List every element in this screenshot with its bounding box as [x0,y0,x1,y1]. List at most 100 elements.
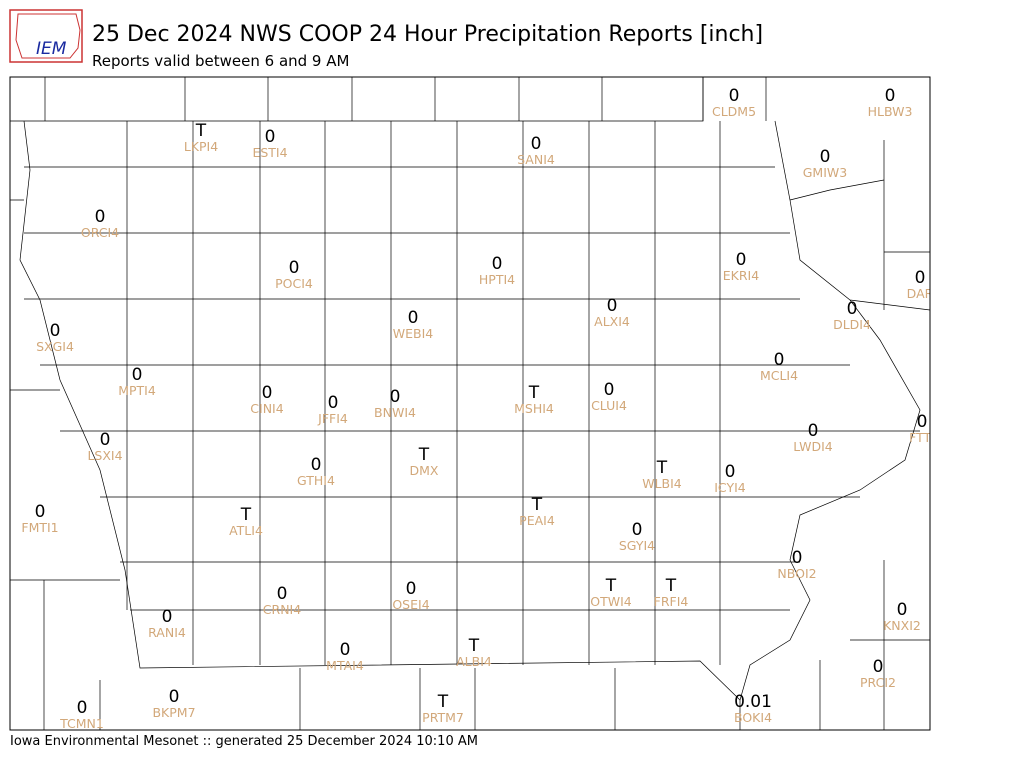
station-id: RANI4 [148,625,186,640]
station-value: 0 [808,421,819,441]
station-value: 0 [604,380,615,400]
station-value: 0 [729,86,740,106]
station-id: SGYI4 [619,538,655,553]
station-value: 0 [289,258,300,278]
station-id: ALBI4 [456,654,492,669]
station-value: 0 [169,687,180,707]
station-id: POCI4 [275,276,313,291]
station-id: BKPM7 [152,705,195,720]
station-id: BNWI4 [374,405,416,420]
station-value: 0 [77,698,88,718]
river-border [739,120,930,730]
station-value: 0 [262,383,273,403]
station-value: 0 [277,584,288,604]
logo: IEM [9,9,83,63]
station-id: SXGI4 [36,339,74,354]
station-id: CLDM5 [712,104,756,119]
station-value: 0 [340,640,351,660]
station-value: 0 [792,548,803,568]
station-value: 0 [390,387,401,407]
station-id: ESTI4 [252,145,287,160]
station-value: 0 [408,308,419,328]
station-id: ATLI4 [229,523,263,538]
station-value: 0 [607,296,618,316]
station-value: 0 [265,127,276,147]
logo-text: IEM [36,39,67,59]
logo-frame [9,9,83,63]
station-value: 0 [820,147,831,167]
station-id: SANI4 [517,152,555,167]
station-value: T [528,383,540,403]
station-id: EKRI4 [723,268,759,283]
station-value: 0 [897,600,908,620]
station-value: 0 [100,430,111,450]
station-value: 0 [632,520,643,540]
logo-shape [15,13,81,59]
station-id: ICYI4 [714,480,746,495]
station-id: LKPI4 [184,139,218,154]
station-id: BOKI4 [734,710,772,725]
station-value: 0 [328,393,339,413]
station-value: T [418,445,430,465]
station-value: 0 [531,134,542,154]
station-id: JFFI4 [317,411,348,426]
station-id: WLBI4 [642,476,682,491]
station-id: DLDI4 [833,317,871,332]
station-value: 0 [95,207,106,227]
station-id: LWDI4 [793,439,832,454]
station-value: 0 [736,250,747,270]
station-id: NBOI2 [777,566,816,581]
station-value: 0 [725,462,736,482]
station-value: 0 [873,657,884,677]
station-id: GMIW3 [803,165,847,180]
station-value: 0.01 [734,692,772,712]
station-id: TCMN1 [59,716,104,731]
station-id: HPTI4 [479,272,515,287]
station-id: PRCI2 [860,675,896,690]
station-value: 0 [162,607,173,627]
station-id: KNXI2 [883,618,921,633]
station-id: ALXI4 [594,314,630,329]
station-id: CLUI4 [591,398,627,413]
station-id: FTTI [909,430,935,445]
station-id: OTWI4 [590,594,632,609]
station-value: 0 [132,365,143,385]
station-value: T [665,576,677,596]
station-id: CRNI4 [263,602,301,617]
station-id: CINI4 [250,401,283,416]
station-value: T [605,576,617,596]
station-value: 0 [492,254,503,274]
frame [9,76,931,731]
state-border [10,77,767,701]
station-value: T [240,505,252,525]
station-id: FMTI1 [21,520,58,535]
station-value: 0 [917,412,928,432]
station-id: HLBW3 [868,104,913,119]
station-value: 0 [406,579,417,599]
county-lines [10,77,930,730]
station-id: GTHI4 [297,473,335,488]
station-value: T [437,692,449,712]
station-value: T [656,458,668,478]
station-id: MTAI4 [326,658,364,673]
station-id: PRTM7 [422,710,464,725]
station-id: DMX [410,463,439,478]
station-value: T [468,636,480,656]
station-value: 0 [847,299,858,319]
station-id: WEBI4 [393,326,434,341]
station-value: 0 [35,502,46,522]
station-id: MPTI4 [118,383,156,398]
station-id: LSXI4 [87,448,122,463]
title: 25 Dec 2024 NWS COOP 24 Hour Precipitati… [92,22,763,47]
station-id: ORCI4 [81,225,119,240]
station-value: 0 [774,350,785,370]
station-id: DAR [907,286,934,301]
station-id: MSHI4 [514,401,554,416]
footer: Iowa Environmental Mesonet :: generated … [10,734,478,749]
station-value: 0 [915,268,926,288]
station-value: 0 [311,455,322,475]
station-id: FRFI4 [654,594,689,609]
